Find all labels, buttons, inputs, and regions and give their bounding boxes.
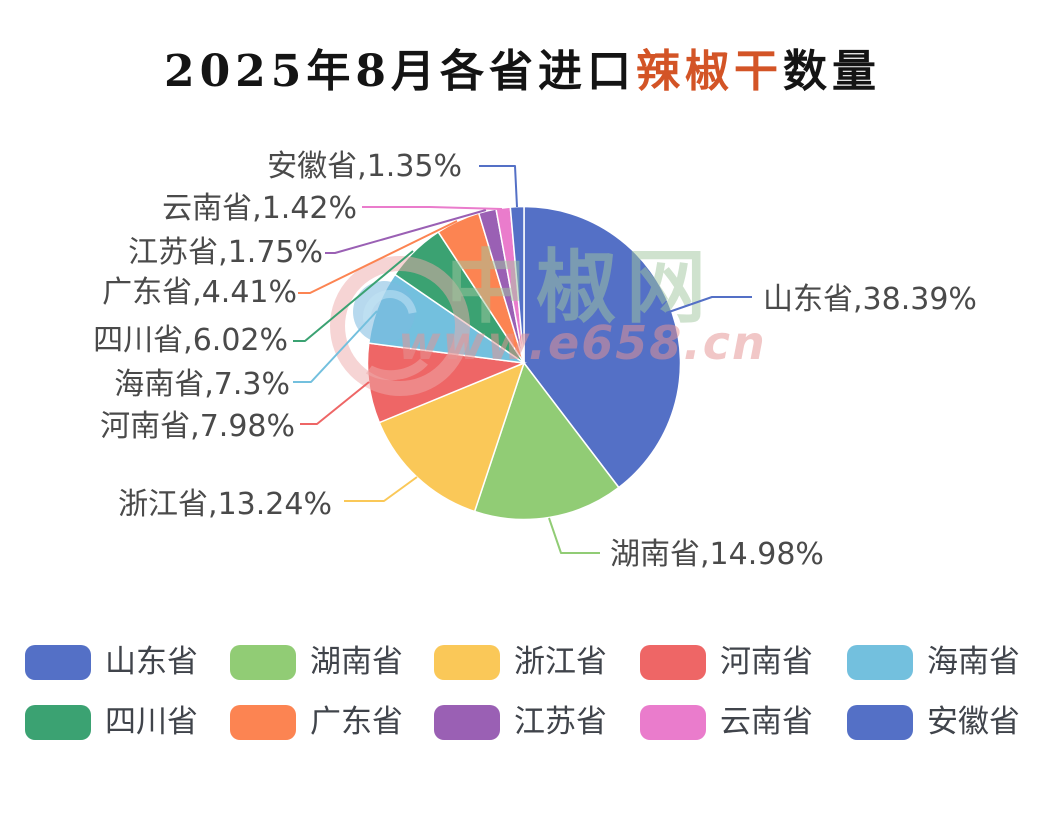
chart-title-prefix: 2025年8月各省进口: [163, 46, 637, 97]
legend-label-guangdong: 广东省: [310, 704, 403, 740]
pie-slice-hunan[interactable]: [473, 361, 620, 520]
pie-label-henan: 河南省,7.98%: [100, 409, 295, 444]
legend-item-zhejiang[interactable]: 浙江省: [434, 645, 607, 680]
legend-item-anhui[interactable]: 安徽省: [847, 705, 1020, 740]
legend-label-hainan: 海南省: [927, 644, 1020, 680]
legend-item-jiangsu[interactable]: 江苏省: [434, 705, 607, 740]
legend-item-yunnan[interactable]: 云南省: [640, 705, 813, 740]
chart-title: 2025年8月各省进口辣椒干数量: [0, 44, 1045, 100]
pie-label-hainan: 海南省,7.3%: [114, 367, 290, 402]
pie-label-yunnan: 云南省,1.42%: [162, 191, 357, 226]
legend-swatch-jiangsu: [434, 705, 500, 740]
legend-swatch-shandong: [25, 645, 91, 680]
legend-swatch-hunan: [230, 645, 296, 680]
legend-item-henan[interactable]: 河南省: [640, 645, 813, 680]
legend-item-shandong[interactable]: 山东省: [25, 645, 198, 680]
pie-label-zhejiang: 浙江省,13.24%: [118, 487, 332, 522]
legend-label-shandong: 山东省: [105, 644, 198, 680]
legend-label-anhui: 安徽省: [927, 704, 1020, 740]
legend-swatch-anhui: [847, 705, 913, 740]
legend-item-hunan[interactable]: 湖南省: [230, 645, 403, 680]
legend-label-hunan: 湖南省: [310, 644, 403, 680]
legend-label-yunnan: 云南省: [720, 704, 813, 740]
legend-item-guangdong[interactable]: 广东省: [230, 705, 403, 740]
pie-label-anhui: 安徽省,1.35%: [267, 149, 462, 184]
legend-item-hainan[interactable]: 海南省: [847, 645, 1020, 680]
legend-swatch-sichuan: [25, 705, 91, 740]
legend-swatch-hainan: [847, 645, 913, 680]
legend-swatch-henan: [640, 645, 706, 680]
legend-label-henan: 河南省: [720, 644, 813, 680]
pie-label-shandong: 山东省,38.39%: [763, 282, 977, 317]
pie-label-jiangsu: 江苏省,1.75%: [128, 235, 323, 270]
pie-label-guangdong: 广东省,4.41%: [102, 275, 297, 310]
legend-item-sichuan[interactable]: 四川省: [25, 705, 198, 740]
pie-label-hunan: 湖南省,14.98%: [610, 537, 824, 572]
legend-label-jiangsu: 江苏省: [514, 704, 607, 740]
pie-label-sichuan: 四川省,6.02%: [93, 323, 288, 358]
legend-swatch-zhejiang: [434, 645, 500, 680]
legend-label-sichuan: 四川省: [105, 704, 198, 740]
chart-title-suffix: 数量: [783, 46, 882, 97]
legend-swatch-yunnan: [640, 705, 706, 740]
legend-label-zhejiang: 浙江省: [514, 644, 607, 680]
chart-title-highlight: 辣椒干: [636, 46, 784, 97]
legend-swatch-guangdong: [230, 705, 296, 740]
